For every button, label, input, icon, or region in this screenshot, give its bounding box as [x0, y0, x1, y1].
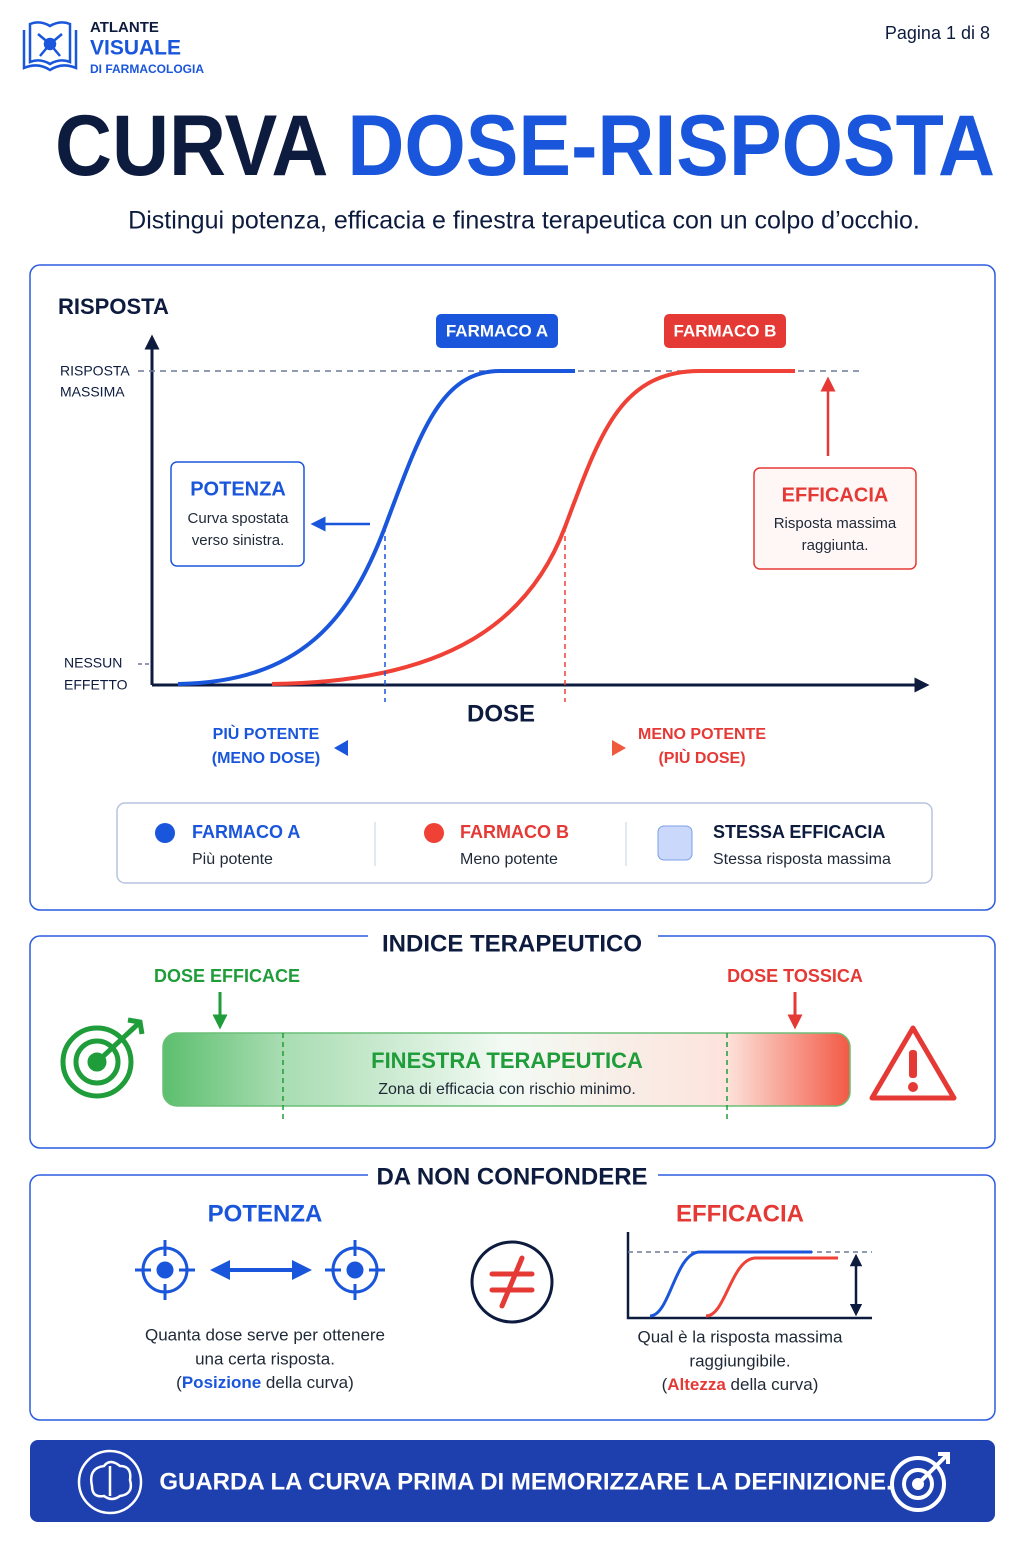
subtitle: Distingui potenza, efficacia e finestra … — [128, 207, 920, 235]
legend-swatch — [155, 823, 175, 843]
title: CURVA DOSE-RISPOSTA — [55, 98, 995, 194]
legend-text: Meno potente — [460, 851, 558, 868]
concept-text: Qual è la risposta massima — [637, 1327, 843, 1346]
legend-title: FARMACO B — [460, 822, 569, 842]
arrow-head — [334, 740, 348, 756]
target-icon — [60, 1017, 145, 1099]
note-highlight: Altezza — [667, 1375, 726, 1394]
direction-label: (MENO DOSE) — [212, 750, 320, 767]
note-part: della curva) — [261, 1373, 354, 1392]
badge — [664, 314, 786, 348]
axis-level-label: NESSUN — [64, 655, 122, 671]
legend — [116, 802, 933, 884]
footer-text: GUARDA LA CURVA PRIMA DI MEMORIZZARE LA … — [159, 1468, 892, 1495]
mini-chart — [626, 1232, 872, 1320]
axis-level-label: MASSIMA — [60, 384, 125, 400]
legend-title: STESSA EFFICACIA — [713, 822, 885, 842]
x-axis-label: DOSE — [467, 700, 535, 727]
note-part: della curva) — [726, 1375, 819, 1394]
axis-level-label: RISPOSTA — [60, 363, 130, 379]
crosshair-icon — [135, 1240, 385, 1300]
legend-swatch — [657, 825, 693, 861]
logo-text: ATLANTE — [90, 19, 159, 36]
badge — [436, 314, 558, 348]
concept-title: POTENZA — [208, 1200, 323, 1227]
legend-text: Più potente — [192, 851, 273, 868]
direction-label: (PIÙ DOSE) — [658, 748, 745, 767]
badge-text: FARMACO A — [446, 321, 548, 340]
title-gap — [368, 926, 658, 946]
window-title: FINESTRA TERAPEUTICA — [371, 1048, 643, 1073]
concept-note: (Altezza della curva) — [662, 1375, 819, 1394]
title-part: CURVA — [55, 98, 326, 194]
note-part: ( — [662, 1375, 668, 1394]
legend-title: FARMACO A — [192, 822, 300, 842]
concept-text: una certa risposta. — [195, 1349, 335, 1368]
logo-text: DI FARMACOLOGIA — [90, 62, 204, 76]
logo-text: VISUALE — [90, 37, 181, 60]
legend-text: Stessa risposta massima — [713, 851, 891, 868]
callout — [753, 467, 917, 570]
note-highlight: Posizione — [182, 1373, 261, 1392]
target-icon — [890, 1452, 950, 1512]
logo-icon — [22, 21, 78, 72]
page-number: Pagina 1 di 8 — [885, 23, 990, 43]
y-axis-label: RISPOSTA — [58, 294, 169, 319]
footer-banner — [30, 1440, 995, 1522]
marker-label: DOSE EFFICACE — [154, 966, 300, 986]
arrow-head — [612, 740, 626, 756]
callout — [170, 461, 305, 567]
brain-icon — [77, 1449, 143, 1515]
callout-title: EFFICACIA — [782, 484, 889, 506]
callout-text: verso sinistra. — [192, 532, 285, 549]
section-title: INDICE TERAPEUTICO — [382, 930, 642, 957]
panel — [29, 264, 996, 911]
warning-icon — [869, 1025, 957, 1101]
callout-text: Curva spostata — [188, 510, 290, 527]
callout-title: POTENZA — [190, 478, 286, 500]
callout-text: raggiunta. — [802, 537, 869, 554]
direction-label: MENO POTENTE — [638, 726, 766, 743]
therapeutic-bar — [162, 1032, 851, 1107]
window-text: Zona di efficacia con rischio minimo. — [378, 1081, 636, 1098]
concept-title: EFFICACIA — [676, 1200, 804, 1227]
section-title: DA NON CONFONDERE — [376, 1163, 647, 1190]
marker-label: DOSE TOSSICA — [727, 966, 863, 986]
concept-note: (Posizione della curva) — [176, 1373, 354, 1392]
not-equal-icon — [470, 1240, 554, 1324]
note-part: ( — [176, 1373, 182, 1392]
axis-level-label: EFFETTO — [64, 677, 128, 693]
direction-label: PIÙ POTENTE — [213, 724, 320, 743]
concept-text: Quanta dose serve per ottenere — [145, 1325, 385, 1344]
callout-text: Risposta massima — [774, 515, 897, 532]
title-part: DOSE-RISPOSTA — [347, 98, 995, 194]
curve-b — [271, 369, 795, 686]
badge-text: FARMACO B — [674, 321, 777, 340]
legend-swatch — [424, 823, 444, 843]
title-gap — [368, 1166, 658, 1186]
concept-text: raggiungibile. — [689, 1351, 790, 1370]
